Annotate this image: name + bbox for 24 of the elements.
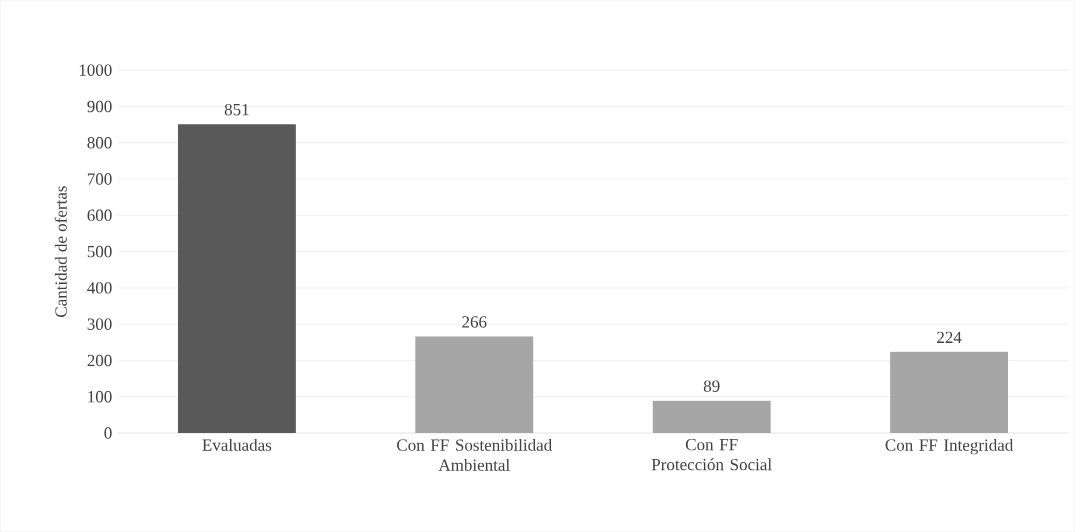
y-tick-label: 200	[87, 354, 112, 367]
data-label: 224	[937, 331, 962, 343]
x-tick-label: Con FF Sostenibilidad Ambiental	[397, 438, 552, 471]
y-tick-label: 0	[104, 427, 112, 439]
y-tick-label: 800	[87, 136, 112, 149]
bar	[890, 351, 1009, 433]
y-tick-label: 1000	[79, 64, 112, 76]
y-tick-label: 300	[87, 318, 112, 330]
bar	[415, 336, 534, 433]
x-tick-label: Con FF Integridad	[885, 438, 1014, 455]
y-tick-label: 900	[87, 100, 112, 113]
data-label: 89	[703, 380, 720, 392]
bar	[177, 124, 296, 433]
bar	[652, 400, 771, 433]
y-tick-label: 700	[87, 173, 112, 185]
x-tick-label: Evaluadas	[202, 438, 272, 451]
y-tick-label: 600	[87, 209, 112, 221]
y-tick-label: 100	[88, 390, 112, 403]
x-tick-label: Con FF Protección Social	[651, 438, 772, 471]
y-axis-title: Cantidad de ofertas	[54, 186, 67, 317]
data-label: 266	[462, 316, 487, 328]
y-tick-label: 500	[87, 245, 112, 258]
y-tick-label: 400	[87, 282, 112, 294]
data-label: 851	[224, 103, 249, 116]
